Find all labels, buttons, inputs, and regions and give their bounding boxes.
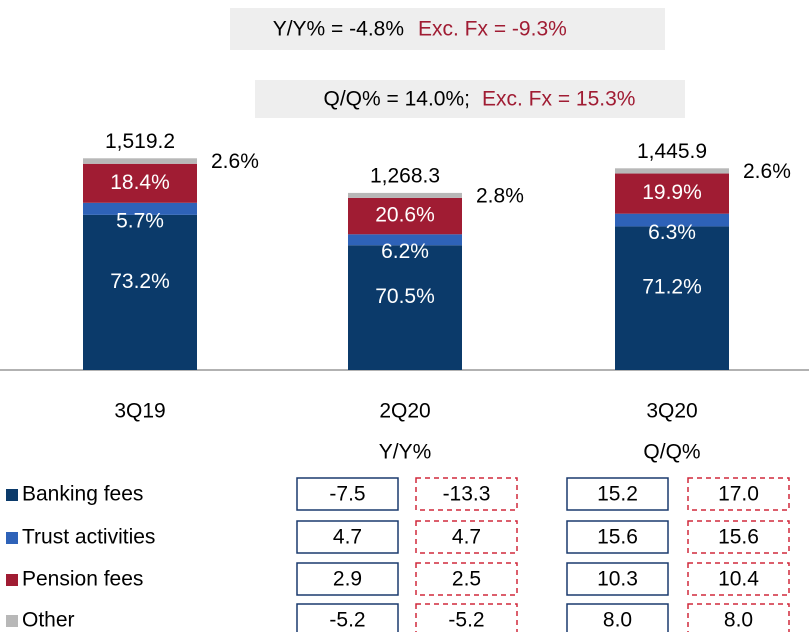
annotation: Q/Q% = 14.0%; [324,88,471,111]
table-cell [415,562,518,596]
legend-swatch [6,615,18,627]
data-label: 19.9% [642,181,702,204]
table-header: Q/Q% [643,441,700,464]
x-tick-label: 3Q19 [114,400,165,423]
table-value: 15.6 [718,526,759,549]
annotation-box [255,80,685,118]
table-value: 15.2 [597,483,638,506]
legend-label: Banking fees [22,483,143,506]
table-value: 2.9 [333,568,362,591]
table-cell [687,520,790,554]
annotation: Y/Y% = -4.8% [273,18,404,41]
bar-segment [83,202,197,215]
annotation-box [230,8,665,50]
table-value: 15.6 [597,526,638,549]
table-cell [296,562,399,596]
data-label: 20.6% [375,204,435,227]
bar-segment [83,163,197,203]
table-cell [566,520,669,554]
table-header: Y/Y% [379,441,432,464]
table-value: 4.7 [452,526,481,549]
bar-segment [83,158,197,164]
data-label: 18.4% [110,171,170,194]
data-label: 6.3% [648,221,696,244]
legend-label: Other [22,609,75,632]
x-tick-label: 2Q20 [379,400,430,423]
bar-segment [615,173,729,214]
legend-label: Trust activities [22,526,155,549]
data-label: 2.6% [743,160,791,183]
table-value: 10.4 [718,568,759,591]
table-cell [415,477,518,511]
annotation-fx: Exc. Fx = -9.3% [418,18,567,41]
table-cell [566,477,669,511]
bar-segment [615,213,729,227]
table-value: -7.5 [329,483,365,506]
data-label: 71.2% [642,276,702,299]
table-value: 4.7 [333,526,362,549]
data-label: 2.8% [476,184,524,207]
table-cell [566,562,669,596]
table-value: -5.2 [448,609,484,632]
legend-label: Pension fees [22,568,143,591]
table-value: 10.3 [597,568,638,591]
data-label: 2.6% [211,150,259,173]
annotation-fx: Exc. Fx = 15.3% [482,88,635,111]
table-cell [296,477,399,511]
bar-segment [615,168,729,174]
table-value: -13.3 [443,483,491,506]
legend-swatch [6,574,18,586]
legend-swatch [6,532,18,544]
table-cell [415,520,518,554]
table-value: 8.0 [724,609,753,632]
table-value: 17.0 [718,483,759,506]
table-cell [687,562,790,596]
table-value: 2.5 [452,568,481,591]
bar-segment [348,197,462,235]
table-cell [296,520,399,554]
total-label: 1,268.3 [370,164,440,187]
total-label: 1,519.2 [105,130,175,153]
bar-segment [615,226,729,370]
data-label: 70.5% [375,285,435,308]
legend-swatch [6,489,18,501]
data-label: 6.2% [381,240,429,263]
data-label: 5.7% [116,209,164,232]
bar-segment [348,234,462,246]
table-cell [687,477,790,511]
data-label: 73.2% [110,270,170,293]
bar-segment [348,245,462,370]
table-value: 8.0 [603,609,632,632]
x-tick-label: 3Q20 [646,400,697,423]
table-value: -5.2 [329,609,365,632]
total-label: 1,445.9 [637,140,707,163]
bar-segment [83,214,197,370]
bar-segment [348,192,462,198]
